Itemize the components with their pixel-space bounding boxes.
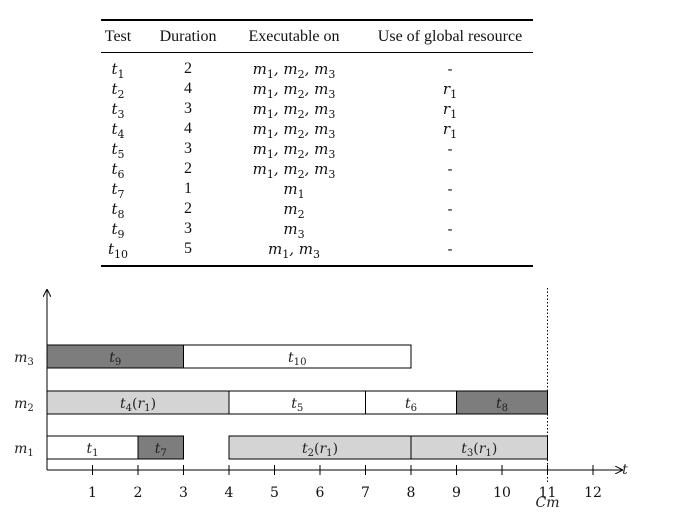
task-bar (137, 435, 184, 460)
cell-test: t9 (111, 220, 125, 241)
cell-test: t1 (111, 60, 125, 81)
cell-test: t10 (107, 240, 129, 261)
cell-test: t6 (111, 160, 125, 181)
cell-resource: - (447, 180, 453, 198)
cell-duration: 4 (184, 120, 192, 137)
task-label: t1​ (86, 441, 98, 459)
task-label: t10​ (288, 350, 306, 368)
cell-resource: - (447, 60, 453, 78)
cell-executable: m1, m2, m3 (252, 120, 336, 141)
task-label: t3​(r1​) (461, 441, 497, 459)
cell-duration: 2 (184, 200, 192, 217)
x-tick-label: 12 (584, 485, 602, 501)
cell-executable: m1, m3 (268, 240, 320, 261)
task-bar (456, 390, 548, 415)
machine-label-m3: m3​ (14, 350, 34, 368)
cell-executable: m3 (283, 220, 305, 241)
cell-duration: 5 (184, 240, 192, 257)
cell-test: t5 (111, 140, 125, 161)
machine-label-m2: m2​ (14, 396, 34, 414)
cell-duration: 2 (184, 160, 192, 177)
cell-executable: m1 (283, 180, 305, 201)
x-tick-label: 4 (225, 485, 234, 501)
cell-resource: - (447, 160, 453, 178)
task-label: t4​(r1​) (120, 396, 156, 414)
cell-duration: 3 (184, 140, 192, 157)
cell-resource: - (447, 220, 453, 238)
x-axis-label: t (622, 462, 628, 478)
mid-rule (101, 52, 533, 53)
header-resource: Use of global resource (377, 28, 523, 45)
cell-executable: m1, m2, m3 (252, 160, 336, 181)
task-label: t6​ (405, 396, 417, 414)
cell-duration: 1 (184, 180, 192, 197)
x-tick-label: 3 (179, 485, 188, 501)
task-label: t5​ (291, 396, 303, 414)
cell-resource: - (447, 140, 453, 158)
cell-executable: m2 (283, 200, 305, 221)
x-tick-label: 10 (493, 485, 511, 501)
x-tick-label: 6 (316, 485, 325, 501)
cell-resource: - (447, 240, 453, 258)
x-tick-label: 2 (134, 485, 143, 501)
bottom-rule (101, 265, 533, 267)
top-rule (101, 19, 533, 21)
x-tick-label: 9 (452, 485, 461, 501)
task-bar (410, 435, 548, 460)
makespan-label: Cm (536, 495, 560, 511)
cell-duration: 2 (184, 60, 192, 77)
cell-resource: r1 (442, 100, 458, 121)
cell-test: t8 (111, 200, 125, 221)
cell-resource: r1 (442, 80, 458, 101)
cell-test: t7 (111, 180, 125, 201)
cell-executable: m1, m2, m3 (252, 80, 336, 101)
cell-duration: 3 (184, 100, 192, 117)
machine-label-m1: m1​ (14, 441, 34, 459)
x-tick-label: 8 (407, 485, 416, 501)
x-tick-label: 7 (361, 485, 370, 501)
x-tick-label: 11 (539, 485, 557, 501)
task-bar (183, 344, 412, 369)
task-label: t7​ (155, 441, 167, 459)
header-test: Test (104, 28, 132, 45)
cell-resource: r1 (442, 120, 458, 141)
gantt-chart: t123456789101112Cmm3​m2​m1​t9​t10​t4​(r1… (14, 288, 628, 511)
cell-executable: m1, m2, m3 (252, 140, 336, 161)
cell-duration: 4 (184, 80, 192, 97)
header-executable: Executable on (248, 28, 340, 45)
cell-test: t4 (111, 120, 125, 141)
cell-test: t2 (111, 80, 125, 101)
task-label: t8​ (496, 396, 508, 414)
cell-resource: - (447, 200, 453, 218)
cell-executable: m1, m2, m3 (252, 100, 336, 121)
x-tick-label: 5 (270, 485, 279, 501)
cell-duration: 3 (184, 220, 192, 237)
header-duration: Duration (159, 28, 217, 45)
cell-test: t3 (111, 100, 125, 121)
cell-executable: m1, m2, m3 (252, 60, 336, 81)
task-label: t2​(r1​) (302, 441, 338, 459)
task-label: t9​ (109, 350, 121, 368)
x-tick-label: 1 (88, 485, 97, 501)
